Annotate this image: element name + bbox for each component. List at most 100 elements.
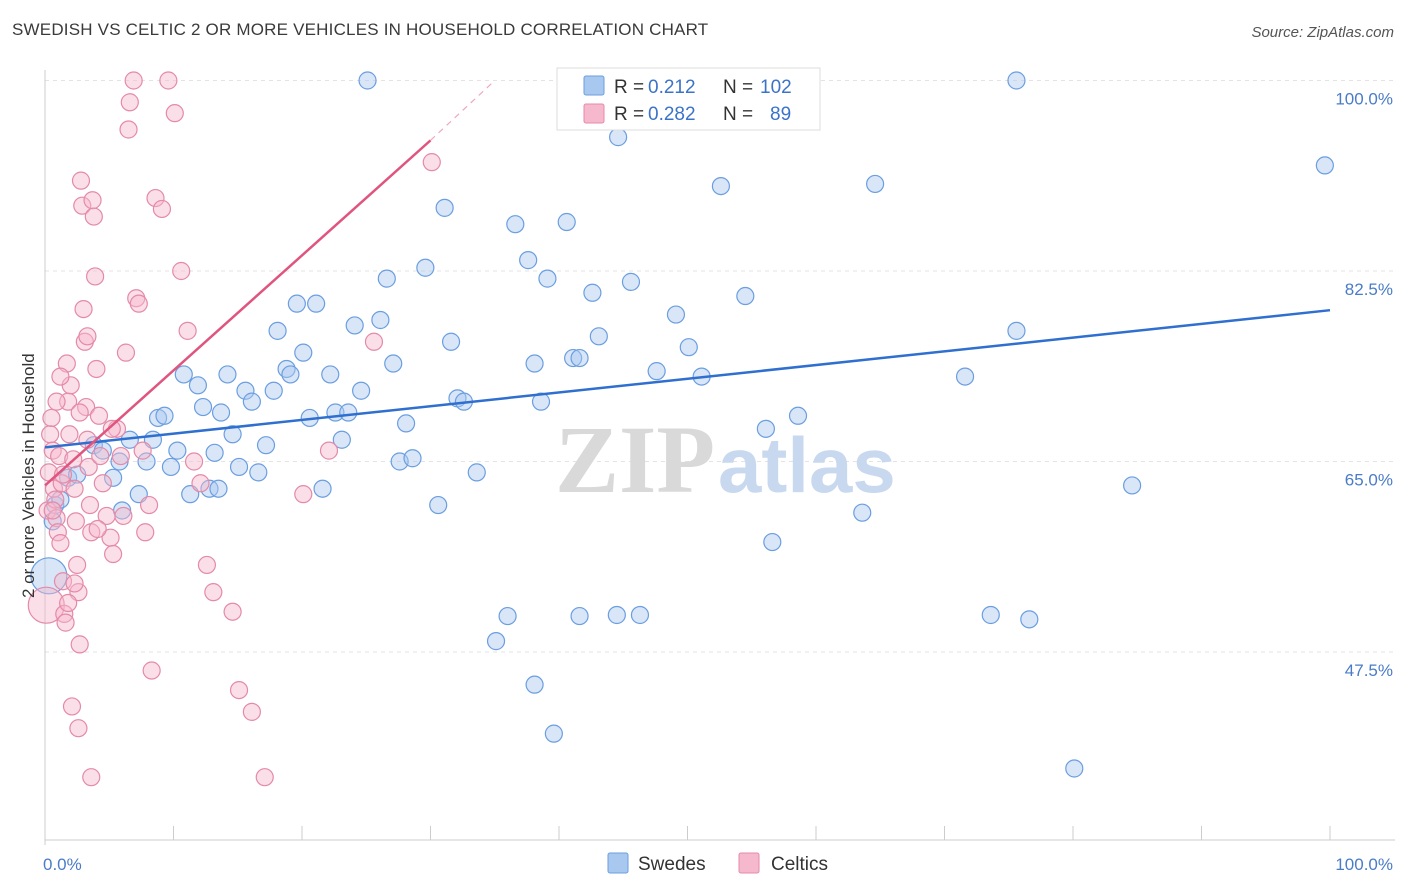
celtics-point [70,635,89,654]
swedes-point [1123,476,1142,495]
trend-lines [44,80,1331,487]
celtics-point [136,523,155,542]
celtics-point [42,408,61,428]
legend-n-value-2: 89 [770,104,791,125]
swedes-point [853,503,872,522]
celtics-point [51,534,70,553]
legend-r-value-2: 0.282 [648,104,696,125]
swedes-point [249,463,268,482]
celtics-point [119,120,138,139]
celtics-point [422,153,441,172]
swedes-point [384,354,403,373]
celtics-point [104,544,123,564]
celtics-point [41,425,60,444]
celtics-point [229,680,249,700]
celtics-point [91,446,110,466]
celtics-point [46,490,65,509]
legend-r-label-2: R = [614,104,644,125]
swedes-point [168,441,187,460]
swedes-point [30,557,68,595]
swedes-point [209,479,228,498]
celtics-point [53,572,73,591]
celtics-point [59,593,78,613]
swedes-point [137,452,156,471]
swedes-point [519,251,538,270]
swedes-point [223,425,242,444]
swedes-point [229,457,249,477]
swedes-point [711,176,731,196]
celtics-point [204,583,223,602]
swedes-point [981,605,1000,625]
celtics-point [53,465,73,484]
swedes-point [313,479,332,498]
swedes-point [736,286,755,306]
y-tick-label: 65.0% [1345,471,1393,490]
celtics-point [319,441,339,460]
celtics-point [152,199,172,219]
celtics-point [71,171,91,190]
swedes-point [621,272,641,291]
swedes-point [294,343,313,362]
watermark-zip: ZIP [555,406,715,513]
swedes-point [416,258,435,277]
celtics-point [43,501,62,520]
legend-r-value-1: 0.212 [648,77,696,98]
swedes-point [498,606,517,626]
celtics-point [86,267,105,286]
celtics-point [146,188,165,208]
swedes-point [371,310,390,330]
swedes-point [609,128,628,147]
y-tick-label: 82.5% [1345,280,1393,299]
swedes-point [763,532,782,552]
grid-lines [45,80,1395,653]
swedes-trend-line [44,308,1331,449]
celtics-point [84,207,103,226]
swedes-point [345,316,364,335]
celtics-point [191,474,210,493]
celtics-point [133,441,152,460]
swedes-point [467,463,486,482]
celtics-point [65,479,84,498]
data-points [27,71,1334,787]
celtics-point [178,321,197,340]
legend-n-value-1: 102 [760,77,792,98]
celtics-point [62,697,82,716]
swedes-point [281,365,300,384]
legend-swatch-swedes-bottom [607,852,629,874]
swedes-point [1007,321,1026,340]
legend-label-celtics: Celtics [771,854,828,875]
celtics-point [80,495,100,515]
swedes-point [332,430,351,449]
swedes-point [788,406,808,425]
celtics-point [129,294,148,313]
swedes-point [1065,759,1084,778]
celtics-point [78,327,97,346]
swedes-point [607,605,626,625]
swedes-point [104,468,123,487]
x-tick-label-end: 100.0% [1335,855,1393,874]
swedes-point [242,392,261,411]
swedes-point [403,449,422,468]
swedes-point [544,724,563,743]
watermark-atlas: atlas [718,421,896,509]
axes: 47.5% 65.0% 82.5% 100.0% 0.0% 100.0% [43,70,1395,874]
celtics-point [65,574,84,593]
x-tick-label-start: 0.0% [43,855,82,874]
celtics-trend-extension [430,80,496,141]
swedes-point [264,381,283,400]
swedes-point [441,332,461,351]
celtics-point [83,191,102,210]
swedes-point [525,354,544,373]
celtics-point [68,555,87,575]
chart-title: SWEDISH VS CELTIC 2 OR MORE VEHICLES IN … [12,20,709,39]
celtics-point [159,71,178,90]
swedes-point [211,403,231,422]
swedes-point [506,215,525,234]
swedes-point [236,381,255,400]
celtics-point [79,457,98,477]
source-label: Source: ZipAtlas.com [1251,24,1394,41]
swedes-point [589,327,608,346]
celtics-point [60,425,79,444]
celtics-point [120,93,139,112]
